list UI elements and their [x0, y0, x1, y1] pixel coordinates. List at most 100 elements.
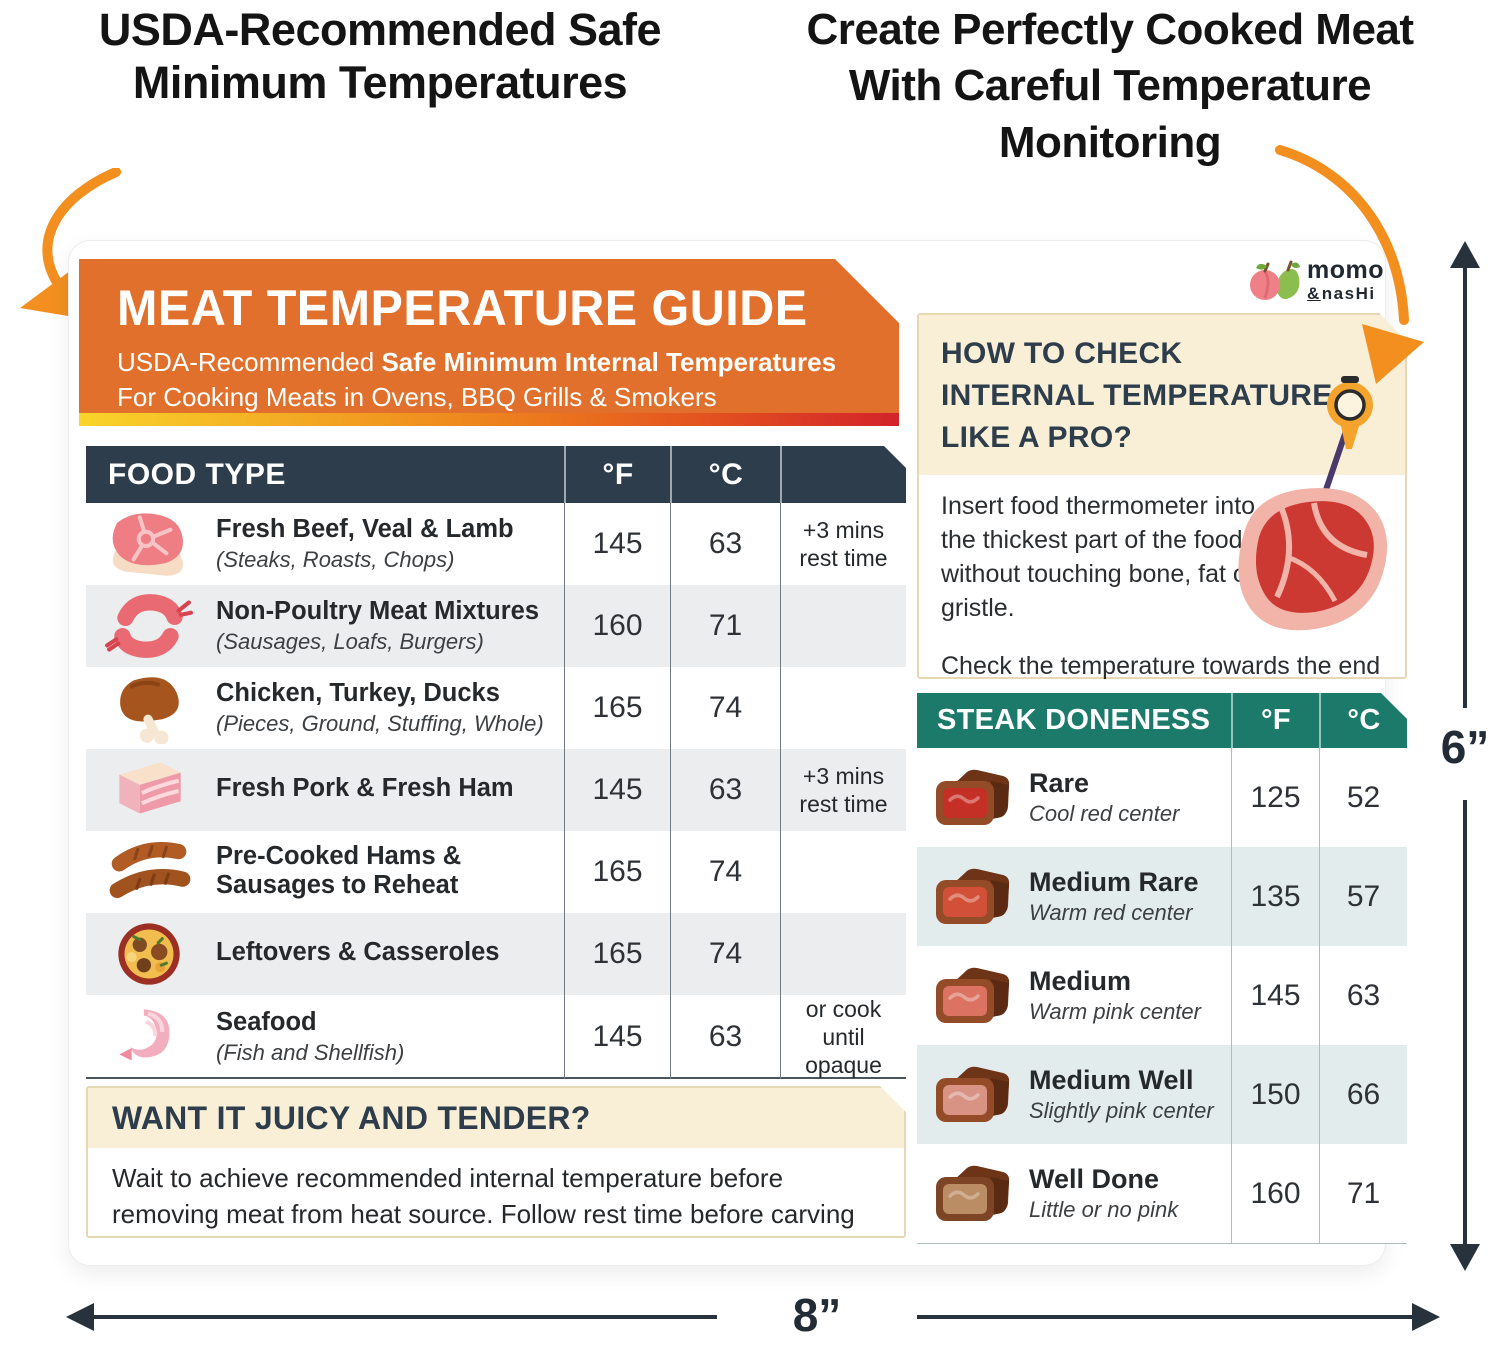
steak-cut-medium-well-icon	[917, 1064, 1029, 1126]
food-name-cell: Seafood (Fish and Shellfish)	[216, 1008, 404, 1065]
food-subtitle: (Fish and Shellfish)	[216, 1039, 405, 1065]
table-row: Pre-Cooked Hams & Sausages to Reheat 165…	[86, 831, 906, 913]
width-dimension: 8”	[62, 1288, 1444, 1345]
food-name-cell: Chicken, Turkey, Ducks (Pieces, Ground, …	[216, 679, 544, 736]
drumstick-icon	[86, 672, 212, 744]
table-row: Well Done Little or no pink 160 71	[917, 1144, 1407, 1243]
temp-f: 160	[564, 585, 670, 667]
headline-right: Create Perfectly Cooked Meat With Carefu…	[806, 5, 1414, 167]
logo-line2: &nasHi	[1307, 284, 1376, 303]
table-row: Non-Poultry Meat Mixtures (Sausages, Loa…	[86, 585, 906, 667]
food-subtitle: (Steaks, Roasts, Chops)	[216, 546, 455, 572]
temp-note	[780, 585, 906, 667]
table-row: Rare Cool red center 125 52	[917, 748, 1407, 847]
temp-note: or cook until opaque	[780, 995, 906, 1080]
table-row: Seafood (Fish and Shellfish) 145 63 or c…	[86, 995, 906, 1080]
doneness-name: Well Done	[1029, 1163, 1160, 1194]
temp-f: 165	[564, 667, 670, 749]
food-name: Pre-Cooked Hams & Sausages to Reheat	[216, 841, 462, 899]
table-row: Chicken, Turkey, Ducks (Pieces, Ground, …	[86, 667, 906, 749]
casserole-icon	[86, 918, 212, 990]
doneness-subtitle: Little or no pink	[1029, 1197, 1179, 1223]
steak-cut-medium-rare-icon	[917, 866, 1029, 928]
curved-arrow-left-icon	[20, 168, 121, 316]
cooked-sausages-icon	[86, 836, 212, 908]
food-subtitle: (Sausages, Loafs, Burgers)	[216, 628, 484, 654]
food-name: Non-Poultry Meat Mixtures	[216, 597, 540, 626]
height-label: 6”	[1440, 721, 1490, 773]
temp-note: +3 mins rest time	[780, 749, 906, 831]
table-row: Medium Rare Warm red center 135 57	[917, 847, 1407, 946]
steak-cut-medium-icon	[917, 965, 1029, 1027]
temp-c: 66	[1319, 1045, 1407, 1144]
table-row: Fresh Pork & Fresh Ham 145 63 +3 mins re…	[86, 749, 906, 831]
food-name-cell: Fresh Pork & Fresh Ham	[216, 774, 514, 805]
pork-cut-icon	[86, 754, 212, 826]
temp-note	[780, 667, 906, 749]
banner-subtitle: USDA-Recommended Safe Minimum Internal T…	[117, 347, 899, 378]
doneness-header-cell: STEAK DONENESS	[937, 704, 1211, 736]
food-name: Leftovers & Casseroles	[216, 938, 500, 967]
doneness-name-cell: Medium Warm pink center	[1029, 966, 1201, 1025]
food-name: Chicken, Turkey, Ducks	[216, 679, 500, 708]
doneness-subtitle: Warm pink center	[1029, 999, 1201, 1025]
temp-f: 165	[564, 831, 670, 913]
doneness-name-cell: Medium Rare Warm red center	[1029, 867, 1199, 926]
food-subtitle: (Pieces, Ground, Stuffing, Whole)	[216, 710, 544, 736]
gradient-bar	[79, 413, 899, 426]
food-type-header-cell: FOOD TYPE	[108, 457, 286, 491]
juicy-tip-box: WANT IT JUICY AND TENDER? Wait to achiev…	[86, 1086, 906, 1238]
temp-c: 57	[1319, 847, 1407, 946]
width-label: 8”	[792, 1289, 842, 1341]
fahrenheit-header-cell: °F	[564, 446, 670, 503]
doneness-name: Medium Well	[1029, 1064, 1194, 1095]
temp-c: 74	[670, 913, 780, 995]
fahrenheit-header-cell: °F	[1231, 693, 1319, 748]
peach-pear-icon	[1250, 260, 1300, 300]
brand-logo: momo &nasHi	[1247, 251, 1385, 309]
banner: MEAT TEMPERATURE GUIDE USDA-Recommended …	[79, 259, 899, 413]
temp-f: 145	[564, 503, 670, 585]
doneness-subtitle: Slightly pink center	[1029, 1098, 1214, 1124]
food-name-cell: Pre-Cooked Hams & Sausages to Reheat	[216, 842, 461, 903]
food-name: Fresh Beef, Veal & Lamb	[216, 515, 514, 544]
doneness-name-cell: Medium Well Slightly pink center	[1029, 1065, 1214, 1124]
brand-logo-text: momo &nasHi	[1307, 258, 1384, 303]
food-name-cell: Non-Poultry Meat Mixtures (Sausages, Loa…	[216, 597, 539, 654]
juicy-tip-title: WANT IT JUICY AND TENDER?	[88, 1088, 904, 1148]
temp-f: 165	[564, 913, 670, 995]
banner-subtitle-line2: For Cooking Meats in Ovens, BBQ Grills &…	[117, 382, 717, 412]
temp-c: 52	[1319, 748, 1407, 847]
temp-f: 145	[1231, 946, 1319, 1045]
doneness-name: Medium Rare	[1029, 866, 1199, 897]
doneness-name-cell: Rare Cool red center	[1029, 768, 1179, 827]
temp-c: 63	[1319, 946, 1407, 1045]
doneness-table-header: STEAK DONENESS °F °C	[917, 693, 1407, 748]
temp-c: 71	[670, 585, 780, 667]
temp-c: 63	[670, 995, 780, 1080]
vertical-dimension-arrow-icon	[1450, 241, 1480, 1271]
temp-note	[780, 913, 906, 995]
celsius-header-cell: °C	[1319, 693, 1407, 748]
food-name-cell: Leftovers & Casseroles	[216, 938, 499, 969]
table-row: Medium Well Slightly pink center 150 66	[917, 1045, 1407, 1144]
temp-f: 125	[1231, 748, 1319, 847]
food-name: Fresh Pork & Fresh Ham	[216, 774, 514, 803]
magnet-card: MEAT TEMPERATURE GUIDE USDA-Recommended …	[68, 240, 1407, 1266]
temp-f: 145	[564, 995, 670, 1080]
shrimp-icon	[86, 1001, 212, 1073]
food-table-header: FOOD TYPE °F °C	[86, 446, 906, 503]
note-header-cell	[780, 446, 906, 503]
juicy-tip-body: Wait to achieve recommended internal tem…	[112, 1163, 855, 1266]
food-name: Seafood	[216, 1008, 317, 1037]
temp-c: 63	[670, 503, 780, 585]
banner-subtitle-normal: USDA-Recommended	[117, 347, 382, 377]
howto-paragraph-1: Insert food thermometer into the thickes…	[941, 492, 1256, 622]
beef-steak-icon	[86, 508, 212, 580]
food-name-cell: Fresh Beef, Veal & Lamb (Steaks, Roasts,…	[216, 515, 514, 572]
height-dimension: 6”	[1430, 238, 1500, 1274]
doneness-subtitle: Cool red center	[1029, 801, 1180, 827]
doneness-name-cell: Well Done Little or no pink	[1029, 1164, 1178, 1223]
temp-note: +3 mins rest time	[780, 503, 906, 585]
steak-thermometer-illustration	[1219, 355, 1397, 645]
